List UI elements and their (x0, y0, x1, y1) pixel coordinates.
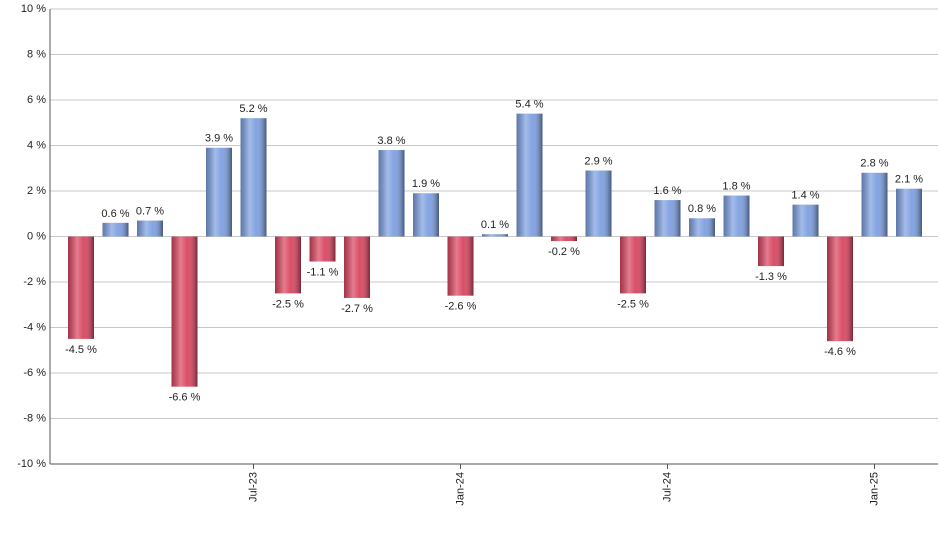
bar (689, 218, 715, 237)
bar (413, 193, 439, 237)
bar (827, 236, 853, 342)
bar (68, 236, 94, 339)
value-label: -1.1 % (307, 266, 339, 278)
bar (137, 220, 163, 237)
value-label: 3.9 % (205, 133, 233, 145)
bar (309, 236, 336, 262)
value-label: -2.6 % (445, 301, 477, 313)
x-tick-label: Jan-25 (868, 472, 880, 506)
bar (240, 118, 267, 237)
bar (378, 150, 405, 237)
y-tick-label: -2 % (23, 276, 46, 288)
bar (171, 236, 198, 387)
y-tick-label: -8 % (23, 412, 46, 424)
bar (585, 170, 612, 237)
y-tick-label: 4 % (27, 139, 46, 151)
bar (344, 236, 370, 298)
x-tick-label: Jan-24 (454, 472, 466, 506)
bar (861, 172, 888, 237)
value-label: 5.4 % (515, 99, 543, 111)
bar (206, 147, 232, 237)
value-label: 2.8 % (860, 158, 888, 170)
bar (516, 113, 543, 237)
y-tick-label: 0 % (27, 230, 46, 242)
value-label: -6.6 % (169, 392, 201, 404)
y-tick-label: 8 % (27, 48, 46, 60)
bar (102, 222, 129, 237)
bar (447, 236, 474, 296)
bar (620, 236, 646, 294)
bar (792, 204, 819, 237)
value-label: 1.6 % (653, 185, 681, 197)
bar (482, 234, 508, 237)
value-label: 5.2 % (239, 103, 267, 115)
value-label: -1.3 % (755, 271, 787, 283)
bar (758, 236, 784, 267)
value-label: 0.6 % (101, 208, 129, 220)
value-label: 0.8 % (688, 203, 716, 215)
value-label: -2.5 % (272, 298, 304, 310)
value-label: -4.5 % (65, 344, 97, 356)
bar (551, 236, 577, 242)
value-label: 1.9 % (412, 178, 440, 190)
bar (275, 236, 301, 294)
value-label: 0.1 % (481, 219, 509, 231)
y-tick-label: 10 % (21, 3, 46, 15)
value-label: 0.7 % (136, 205, 164, 217)
value-label: -2.7 % (341, 303, 373, 315)
bar (723, 195, 750, 237)
y-tick-label: -4 % (23, 321, 46, 333)
y-tick-label: 6 % (27, 94, 46, 106)
y-tick-label: -10 % (17, 458, 46, 470)
bar (654, 200, 681, 237)
value-label: 1.8 % (722, 180, 750, 192)
x-tick-label: Jul-23 (247, 472, 259, 502)
value-label: 3.8 % (377, 135, 405, 147)
value-label: 1.4 % (791, 190, 819, 202)
value-label: -0.2 % (548, 246, 580, 258)
y-tick-label: -6 % (23, 367, 46, 379)
x-tick-label: Jul-24 (661, 472, 673, 502)
bar (896, 188, 922, 237)
y-tick-label: 2 % (27, 185, 46, 197)
value-label: -4.6 % (824, 346, 856, 358)
value-label: 2.1 % (895, 174, 923, 186)
value-label: -2.5 % (617, 298, 649, 310)
value-label: 2.9 % (584, 155, 612, 167)
